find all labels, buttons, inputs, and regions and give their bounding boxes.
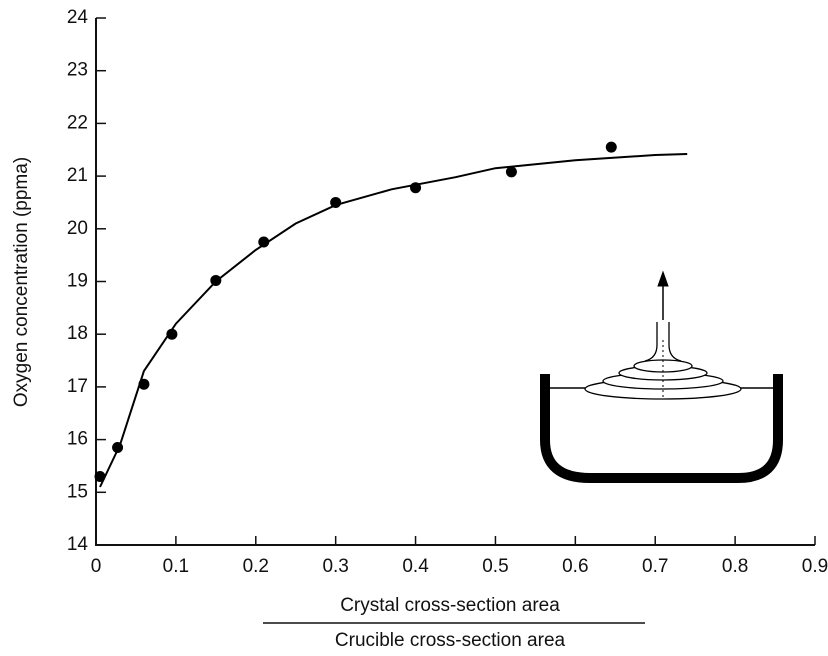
y-tick-label: 19: [67, 271, 88, 292]
x-tick-label: 0: [91, 556, 102, 577]
arrow-head: [658, 272, 668, 286]
x-tick-label: 0.2: [243, 556, 269, 577]
x-tick-label: 0.8: [722, 556, 748, 577]
crucible-illustration: [545, 272, 778, 478]
x-tick-label: 0.7: [642, 556, 668, 577]
y-tick-label: 24: [67, 7, 89, 28]
y-tick-label: 17: [67, 376, 88, 397]
x-tick-label: 0.4: [402, 556, 429, 577]
x-axis-label-denominator: Crucible cross-section area: [335, 630, 566, 651]
x-tick-label: 0.6: [562, 556, 588, 577]
y-tick-label: 15: [67, 481, 88, 502]
y-axis-label: Oxygen concentration (ppma): [11, 157, 32, 407]
y-tick-label: 21: [67, 165, 88, 186]
x-axis-label-numerator: Crystal cross-section area: [340, 595, 560, 616]
data-point: [506, 166, 517, 177]
y-tick-label: 22: [67, 112, 88, 133]
y-tick-label: 14: [67, 534, 89, 555]
x-tick-label: 0.3: [322, 556, 348, 577]
y-tick-label: 16: [67, 429, 88, 450]
y-tick-label: 18: [67, 323, 88, 344]
fit-curve: [100, 154, 687, 487]
chart: Oxygen concentration (ppma) Crystal cros…: [0, 0, 828, 656]
data-point: [606, 142, 617, 153]
x-tick-label: 0.9: [802, 556, 828, 577]
y-tick-label: 23: [67, 60, 88, 81]
x-tick-label: 0.5: [482, 556, 508, 577]
y-tick-label: 20: [67, 218, 88, 239]
x-tick-label: 0.1: [163, 556, 189, 577]
